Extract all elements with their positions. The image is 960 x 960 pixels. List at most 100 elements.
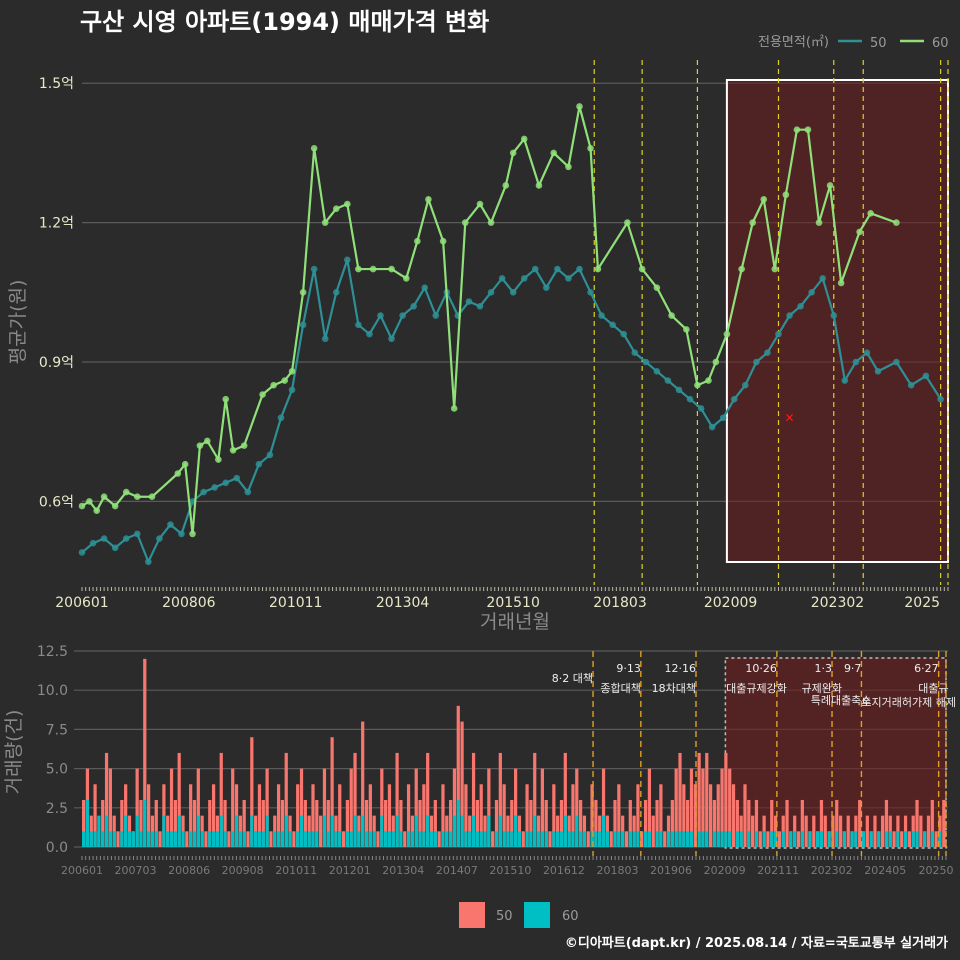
bar-60 (896, 831, 900, 847)
bar-60 (112, 831, 116, 847)
series-point-60 (476, 200, 484, 208)
x-tick-label: 201407 (436, 864, 478, 877)
bar-60 (762, 831, 766, 847)
bar-50 (269, 831, 273, 847)
series-point-50 (233, 474, 241, 482)
bar-50 (858, 799, 862, 847)
bar-50 (601, 768, 606, 847)
bar-50 (670, 799, 674, 847)
bar-50 (441, 784, 445, 847)
bar-50 (120, 799, 124, 847)
series-point-60 (738, 265, 745, 273)
bar-60 (544, 831, 548, 847)
series-point-50 (742, 381, 749, 389)
series-point-50 (907, 381, 915, 389)
legend-label-60: 60 (562, 909, 579, 924)
bar-50 (651, 815, 655, 847)
bar-50 (705, 752, 709, 847)
x-tick-label: 201510 (486, 595, 539, 611)
series-point-50 (565, 275, 572, 282)
bar-60 (93, 831, 97, 847)
bar-50 (143, 658, 147, 847)
bar-60 (452, 815, 457, 847)
series-point-60 (270, 381, 277, 389)
bar-50 (93, 784, 97, 847)
bar-50 (521, 831, 525, 847)
bar-50 (510, 799, 514, 847)
bar-50 (265, 768, 269, 847)
series-point-50 (266, 451, 274, 459)
bar-60 (728, 831, 732, 847)
bar-50 (204, 831, 208, 847)
x-tick-label: 201201 (329, 864, 371, 877)
series-point-50 (543, 284, 550, 291)
bar-60 (372, 831, 376, 847)
bar-60 (173, 831, 177, 847)
bar-50 (422, 784, 426, 847)
bar-60 (82, 831, 86, 847)
policy-label-name: 대출규제강화 (726, 682, 787, 695)
series-point-60 (638, 265, 646, 273)
series-point-60 (520, 135, 528, 143)
bar-50 (322, 768, 327, 847)
bar-60 (426, 815, 430, 847)
series-point-50 (355, 321, 362, 329)
series-point-50 (178, 530, 185, 538)
bar-50 (380, 768, 384, 847)
x-tick-label: 202405 (864, 864, 906, 877)
bar-60 (162, 815, 166, 847)
bar-50 (158, 831, 162, 847)
bar-50 (804, 815, 808, 847)
series-point-50 (156, 535, 163, 542)
series-point-60 (653, 284, 661, 291)
bar-50 (280, 799, 285, 847)
bar-50 (617, 784, 621, 847)
bar-60 (334, 831, 338, 847)
bar-50 (777, 831, 782, 847)
series-point-50 (819, 275, 827, 282)
series-point-50 (487, 289, 495, 296)
bar-50 (728, 768, 732, 847)
bar-60 (192, 831, 197, 847)
y-axis-label: 거래량(건) (3, 710, 25, 795)
bar-60 (559, 831, 564, 847)
series-point-60 (793, 126, 801, 133)
series-point-50 (89, 539, 97, 547)
bar-60 (208, 831, 212, 847)
bar-50 (571, 784, 575, 847)
bar-50 (563, 752, 567, 847)
bar-50 (731, 784, 736, 847)
bar-60 (345, 831, 350, 847)
bar-60 (827, 831, 831, 847)
bar-50 (426, 752, 430, 847)
x-tick-label: 200601 (61, 864, 103, 877)
bar-60 (395, 815, 399, 847)
x-tick-label: 200806 (162, 595, 216, 611)
series-point-50 (841, 377, 849, 384)
bar-50 (146, 784, 151, 847)
series-point-60 (683, 326, 690, 333)
bar-60 (429, 831, 434, 847)
chart-title: 구산 시영 아파트(1994) 매매가격 변화 (80, 8, 489, 36)
bar-50 (299, 768, 304, 847)
bar-60 (479, 831, 483, 847)
bar-50 (823, 815, 827, 847)
bar-60 (789, 831, 793, 847)
series-point-60 (388, 265, 395, 273)
bar-60 (353, 815, 357, 847)
bar-60 (418, 831, 422, 847)
bar-60 (816, 831, 820, 847)
x-tick-label: 201011 (275, 864, 317, 877)
bar-60 (89, 831, 93, 847)
x-tick-label: 201304 (382, 864, 424, 877)
bar-60 (338, 831, 342, 847)
bar-60 (231, 831, 235, 847)
series-point-60 (86, 498, 93, 505)
bar-50 (831, 815, 835, 847)
bar-60 (242, 831, 246, 847)
series-point-60 (867, 210, 874, 217)
y-tick-label: 2.5 (46, 801, 68, 817)
bar-60 (150, 831, 155, 847)
bar-50 (640, 831, 644, 847)
bar-60 (433, 831, 437, 847)
